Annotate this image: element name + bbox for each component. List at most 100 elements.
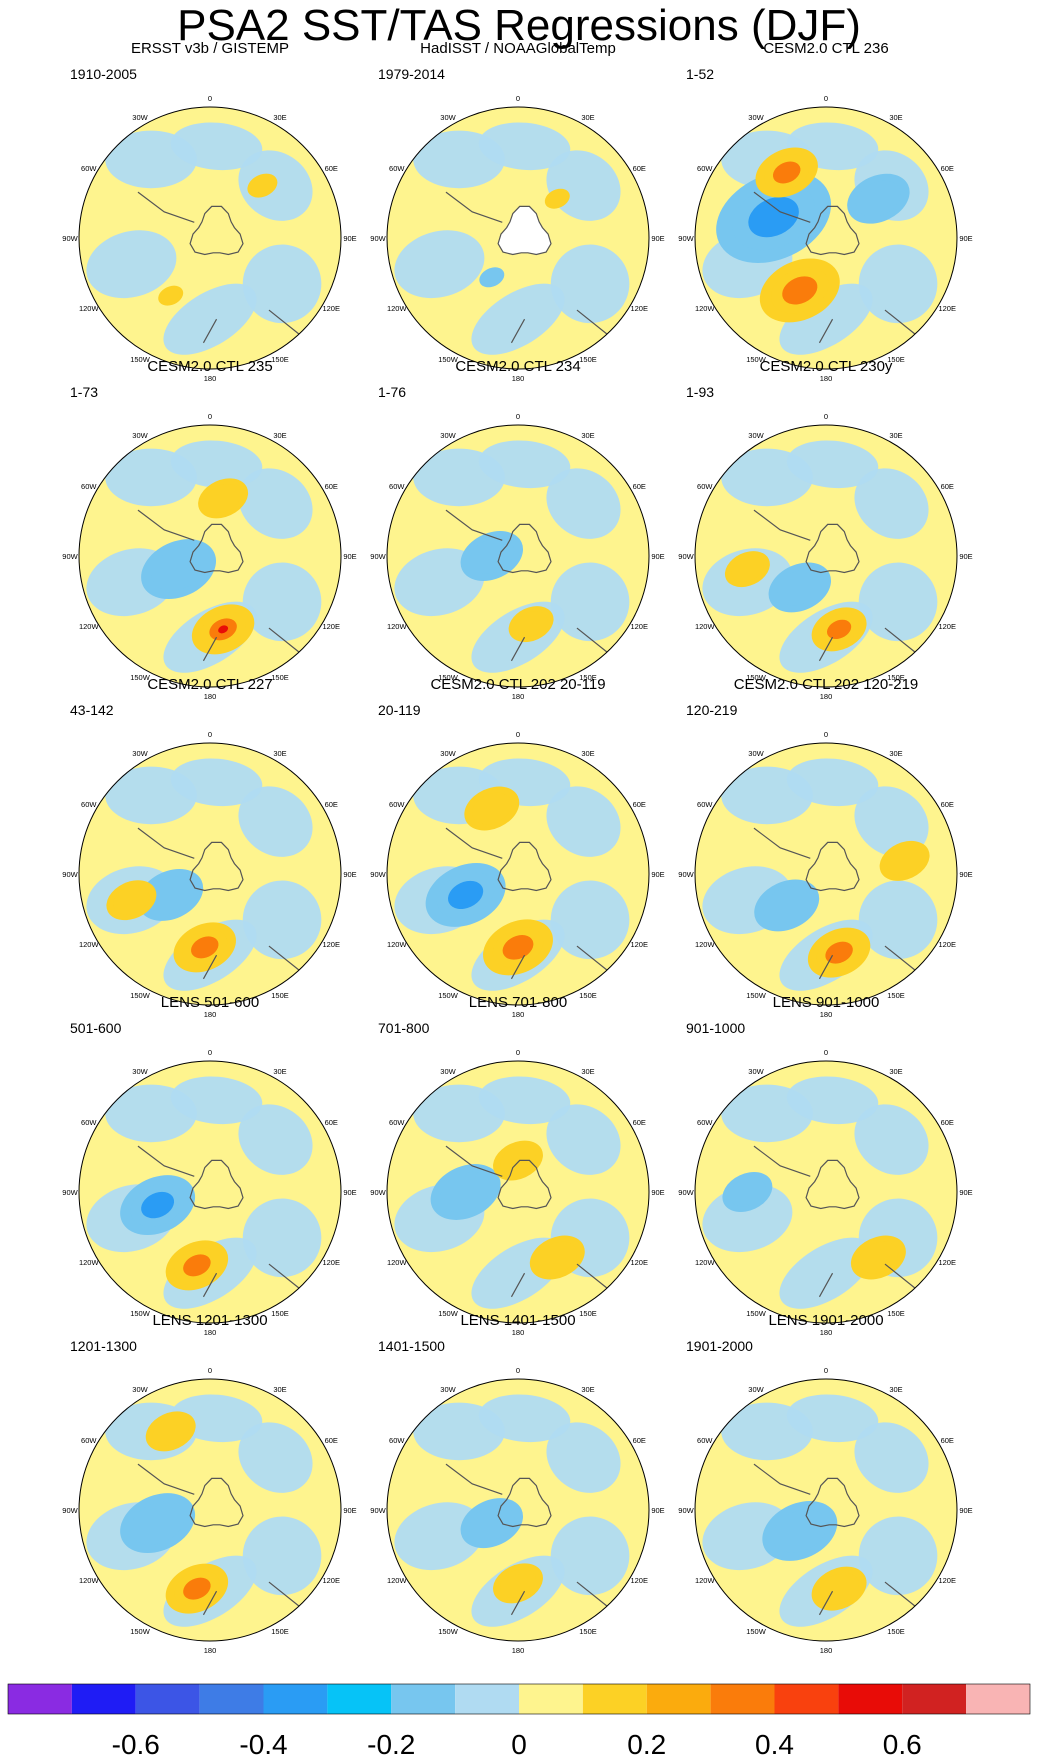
longitude-label: 90E bbox=[959, 234, 972, 243]
longitude-label: 180 bbox=[512, 1010, 525, 1019]
longitude-label: 120W bbox=[79, 622, 100, 631]
panel-title: LENS 701-800 bbox=[469, 994, 567, 1011]
map-border bbox=[694, 742, 958, 1006]
field-negative-band bbox=[550, 244, 630, 324]
longitude-label: 120E bbox=[322, 304, 340, 313]
longitude-label: 30W bbox=[440, 1067, 456, 1076]
longitude-label: 180 bbox=[820, 374, 833, 383]
negative-anomaly-contour bbox=[482, 270, 501, 285]
longitude-label: 60W bbox=[697, 482, 713, 491]
positive-anomaly-contour bbox=[183, 1254, 211, 1277]
longitude-label: 60E bbox=[941, 1118, 954, 1127]
longitude-label: 120W bbox=[695, 622, 716, 631]
longitude-label: 60E bbox=[633, 1118, 646, 1127]
longitude-label: 120W bbox=[387, 940, 408, 949]
longitude-label: 30W bbox=[440, 113, 456, 122]
longitude-label: 0 bbox=[208, 94, 212, 103]
longitude-label: 180 bbox=[204, 1646, 217, 1655]
longitude-label: 120W bbox=[695, 304, 716, 313]
panel-title: LENS 1901-2000 bbox=[768, 1312, 883, 1329]
longitude-label: 60W bbox=[81, 1118, 97, 1127]
negative-anomaly-contour bbox=[130, 1501, 185, 1545]
south-america-coastline bbox=[753, 1145, 811, 1177]
longitude-label: 180 bbox=[204, 1328, 217, 1337]
longitude-label: 30W bbox=[132, 113, 148, 122]
longitude-label: 150E bbox=[887, 673, 905, 682]
longitude-label: 150W bbox=[746, 355, 767, 364]
longitude-label: 60W bbox=[81, 1436, 97, 1445]
positive-anomaly-contour bbox=[537, 1241, 578, 1274]
longitude-label: 180 bbox=[512, 1328, 525, 1337]
south-america-coastline bbox=[445, 509, 503, 541]
longitude-label: 0 bbox=[516, 412, 520, 421]
colorbar-bin bbox=[391, 1684, 456, 1714]
longitude-label: 150E bbox=[579, 991, 597, 1000]
positive-anomaly-contour bbox=[500, 1146, 536, 1175]
map-field bbox=[387, 1379, 649, 1641]
colorbar-tick-label: -0.2 bbox=[367, 1729, 415, 1760]
longitude-label: 60E bbox=[941, 164, 954, 173]
colorbar-bin bbox=[646, 1684, 711, 1714]
field-negative-band bbox=[242, 562, 322, 642]
panel-period: 1-93 bbox=[686, 384, 714, 400]
map-panel: 0 30E 60E 90E 120E 150E 180 150W 120W 90W 60W 30W LE… bbox=[678, 1312, 972, 1655]
field-negative-band bbox=[546, 1422, 621, 1493]
longitude-label: 150E bbox=[887, 1309, 905, 1318]
longitude-label: 180 bbox=[820, 1010, 833, 1019]
map-border bbox=[386, 106, 650, 370]
longitude-label: 30E bbox=[581, 113, 594, 122]
panel-title: LENS 501-600 bbox=[161, 994, 259, 1011]
longitude-label: 60E bbox=[633, 1436, 646, 1445]
positive-anomaly-contour bbox=[500, 1568, 536, 1598]
panel-period: 1201-1300 bbox=[70, 1338, 137, 1354]
longitude-label: 60W bbox=[697, 1118, 713, 1127]
field-negative-band bbox=[238, 786, 313, 857]
colorbar-bin bbox=[774, 1684, 839, 1714]
longitude-label: 60E bbox=[325, 482, 338, 491]
antarctica-coastline bbox=[805, 1477, 860, 1528]
field-negative-band bbox=[858, 1516, 938, 1596]
australia-coastline bbox=[510, 945, 611, 980]
longitude-label: 120E bbox=[630, 1258, 648, 1267]
colorbar-bin bbox=[8, 1684, 72, 1714]
panel-title: CESM2.0 CTL 234 bbox=[455, 358, 580, 375]
longitude-label: 120W bbox=[387, 304, 408, 313]
australia-coastline bbox=[510, 627, 611, 662]
longitude-label: 90E bbox=[959, 552, 972, 561]
field-negative-band bbox=[242, 880, 322, 960]
longitude-label: 90W bbox=[62, 870, 78, 879]
longitude-label: 90E bbox=[959, 870, 972, 879]
negative-anomaly-contour bbox=[748, 196, 799, 238]
longitude-label: 150E bbox=[271, 991, 289, 1000]
longitude-label: 150E bbox=[271, 1627, 289, 1636]
field-negative-band bbox=[242, 1516, 322, 1596]
map-panel: 0 30E 60E 90E 120E 150E 180 150W 120W 90W 60W 30W LE… bbox=[62, 1312, 356, 1655]
longitude-label: 90W bbox=[370, 1188, 386, 1197]
longitude-label: 120E bbox=[630, 304, 648, 313]
longitude-label: 30W bbox=[748, 113, 764, 122]
longitude-label: 180 bbox=[512, 1646, 525, 1655]
antarctica-coastline bbox=[497, 205, 552, 256]
figure-title: PSA2 SST/TAS Regressions (DJF) bbox=[177, 1, 861, 50]
australia-coastline bbox=[818, 627, 919, 662]
panel-title: CESM2.0 CTL 230y bbox=[760, 358, 893, 375]
longitude-label: 120W bbox=[695, 940, 716, 949]
longitude-label: 150E bbox=[271, 673, 289, 682]
longitude-label: 150E bbox=[579, 673, 597, 682]
colorbar-bin bbox=[199, 1684, 264, 1714]
longitude-label: 150W bbox=[746, 1627, 767, 1636]
colorbar-bin bbox=[519, 1684, 583, 1714]
longitude-label: 150E bbox=[579, 355, 597, 364]
longitude-label: 60W bbox=[389, 482, 405, 491]
longitude-label: 90E bbox=[651, 1188, 664, 1197]
south-america-coastline bbox=[445, 1145, 503, 1177]
longitude-label: 60E bbox=[325, 1118, 338, 1127]
longitude-label: 60E bbox=[633, 482, 646, 491]
map-border bbox=[386, 424, 650, 688]
field-negative-band bbox=[858, 244, 938, 324]
colorbar-tick-label: 0.6 bbox=[883, 1729, 922, 1760]
panel-period: 701-800 bbox=[378, 1020, 430, 1036]
longitude-label: 30E bbox=[273, 431, 286, 440]
longitude-label: 0 bbox=[824, 1366, 828, 1375]
longitude-label: 120E bbox=[938, 622, 956, 631]
